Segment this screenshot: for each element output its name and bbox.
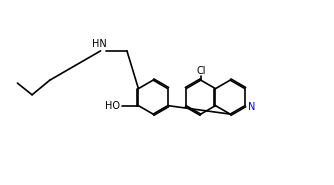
Text: N: N xyxy=(248,102,256,112)
Text: HN: HN xyxy=(92,39,107,49)
Text: HO: HO xyxy=(105,101,120,111)
Text: Cl: Cl xyxy=(196,66,205,76)
